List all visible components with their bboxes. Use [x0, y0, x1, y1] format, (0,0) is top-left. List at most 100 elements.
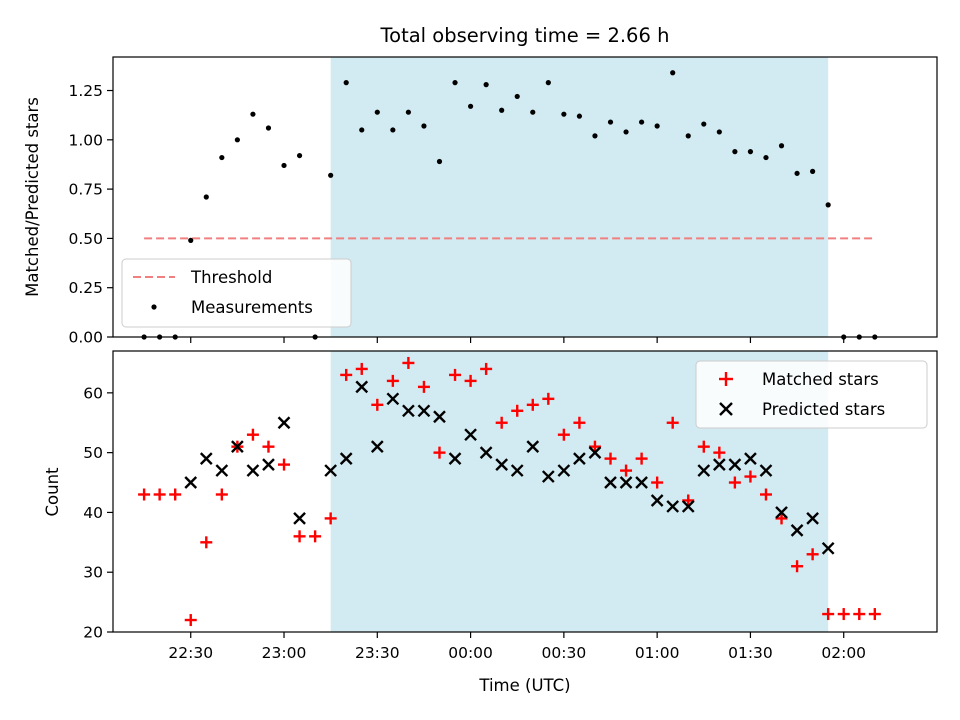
matched-star-point	[822, 608, 835, 621]
matched-star-point	[495, 416, 508, 429]
matched-star-point	[635, 452, 648, 465]
matched-star-point	[526, 398, 539, 411]
measurement-point	[421, 123, 427, 129]
measurement-point	[265, 125, 272, 131]
matched-star-point	[169, 488, 182, 501]
matched-star-point	[682, 494, 695, 507]
predicted-star-point	[199, 452, 213, 465]
y-tick-label: 1.00	[68, 131, 103, 149]
matched-star-point	[868, 608, 881, 621]
measurement-point	[701, 121, 707, 127]
y-tick-label: 1.25	[68, 82, 103, 100]
matched-star-point	[557, 428, 570, 441]
measurement-point	[778, 143, 785, 149]
measurement-point	[670, 70, 676, 76]
x-tick-label: 22:30	[168, 644, 213, 662]
x-tick-label: 01:30	[728, 644, 773, 662]
predicted-star-point	[355, 380, 369, 394]
predicted-star-point	[293, 512, 306, 525]
y-tick-label: 0.75	[68, 181, 103, 199]
measurement-point	[281, 162, 287, 169]
predicted-star-point	[573, 452, 586, 465]
predicted-star-point	[697, 464, 711, 477]
matched-star-point	[433, 446, 446, 459]
measurement-point	[374, 109, 380, 115]
y-tick-label: 30	[83, 564, 103, 582]
measurement-point	[452, 80, 458, 86]
measurement-point	[203, 194, 209, 200]
measurement-point	[343, 80, 349, 86]
top-axes-frame	[112, 56, 938, 338]
matched-star-point	[775, 512, 788, 525]
measurement-point	[234, 137, 240, 143]
predicted-star-point	[775, 506, 788, 519]
measurement-point	[607, 119, 614, 125]
measurement-point	[514, 93, 520, 100]
measurement-point	[250, 111, 256, 117]
x-tick-label: 23:00	[262, 644, 307, 662]
predicted-star-point	[526, 440, 540, 454]
measurement-point	[188, 237, 194, 243]
predicted-star-point	[386, 392, 400, 406]
matched-stars-points	[138, 356, 881, 627]
matched-star-point	[791, 560, 804, 573]
y-tick-label: 0.25	[68, 279, 103, 297]
measurement-point	[499, 107, 505, 113]
matched-star-point	[200, 536, 213, 549]
matched-star-point	[449, 368, 462, 381]
matched-star-point	[806, 548, 819, 561]
x-tick-label: 01:00	[635, 644, 680, 662]
predicted-star-point	[666, 500, 680, 513]
predicted-star-point	[681, 500, 695, 513]
predicted-star-point	[712, 458, 726, 471]
bottom-y-axis-label: Count	[43, 467, 62, 517]
matched-star-point	[620, 464, 633, 477]
bottom-y-ticks: 20 30 40 50 60	[83, 384, 113, 642]
predicted-star-point	[619, 476, 633, 489]
predicted-star-point	[557, 464, 571, 477]
predicted-star-point	[604, 476, 617, 489]
predicted-star-point	[759, 464, 773, 477]
matched-star-point	[759, 488, 772, 501]
predicted-star-point	[277, 416, 291, 430]
top-y-axis-label: Matched/Predicted stars	[23, 97, 42, 297]
x-tick-label: 23:30	[355, 644, 400, 662]
matched-star-point	[215, 488, 228, 501]
predicted-star-point	[479, 446, 493, 459]
chart-title: Total observing time = 2.66 h	[380, 24, 670, 47]
measurement-point	[732, 149, 738, 155]
matched-star-point	[402, 356, 415, 369]
measurement-point	[639, 119, 645, 125]
predicted-star-point	[448, 452, 462, 465]
y-tick-label: 0.00	[68, 329, 103, 347]
bottom-legend: Matched stars Predicted stars	[695, 360, 928, 429]
x-tick-label: 02:00	[821, 644, 866, 662]
legend-measurements-swatch	[151, 304, 157, 310]
predicted-star-point	[510, 464, 524, 477]
measurement-point	[825, 202, 831, 208]
matched-star-point	[511, 404, 524, 417]
measurement-point	[685, 133, 691, 139]
measurement-point	[716, 129, 722, 135]
matched-star-point	[386, 374, 399, 387]
matched-star-point	[588, 440, 601, 453]
predicted-star-point	[262, 458, 275, 471]
measurement-point	[328, 172, 334, 178]
measurement-point	[747, 149, 754, 155]
matched-star-point	[573, 416, 586, 429]
matched-star-point	[744, 470, 757, 483]
top-y-ticks: 0.00 0.25 0.50 0.75 1.00 1.25	[68, 82, 113, 347]
predicted-star-point	[541, 470, 555, 483]
matched-star-point	[480, 362, 493, 375]
bottom-x-ticks: 22:30 23:00 23:30 00:00 00:30 01:00 01:30 02:00	[168, 632, 866, 662]
top-x-ticks	[190, 337, 845, 343]
legend-predicted-label: Predicted stars	[762, 400, 885, 419]
predicted-star-point	[324, 464, 338, 477]
predicted-star-point	[402, 404, 415, 418]
measurement-point	[592, 133, 598, 139]
y-tick-label: 60	[83, 384, 103, 402]
measurement-point	[483, 82, 489, 88]
measurement-point	[390, 127, 396, 133]
predicted-star-point	[744, 452, 757, 465]
measurement-point	[436, 158, 443, 165]
